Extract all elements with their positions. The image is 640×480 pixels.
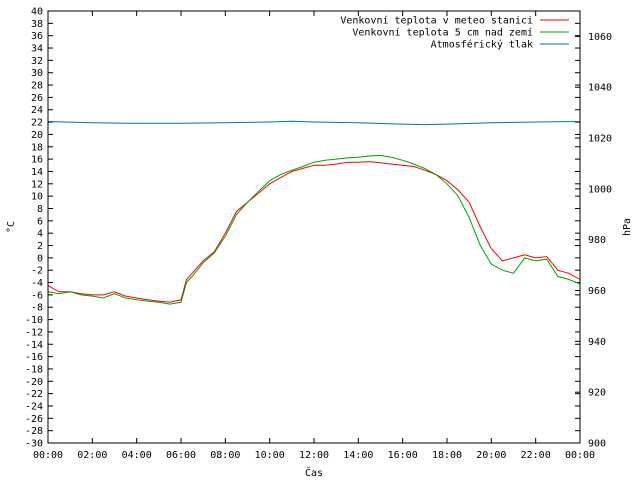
y-tick-label: -18 xyxy=(25,364,43,375)
y2-tick-label: 1020 xyxy=(588,134,612,145)
y-tick-label: 16 xyxy=(31,155,43,166)
x-tick-label: 12:00 xyxy=(299,450,329,461)
plot-frame xyxy=(47,10,581,444)
y2-tick-label: 940 xyxy=(588,337,606,348)
x-tick-label: 10:00 xyxy=(255,450,285,461)
series-line-2 xyxy=(47,120,581,126)
y-tick-label: 36 xyxy=(31,31,43,42)
y-tick-label: 10 xyxy=(31,192,43,203)
y-tick-label: -26 xyxy=(25,414,43,425)
x-axis-ticks: 00:00 02:00 04:00 06:00 08:00 10:00 12:00 14:00… xyxy=(33,11,595,461)
legend-label-2: Atmosférický tlak xyxy=(431,39,533,51)
y-tick-label: 24 xyxy=(31,105,43,116)
y2-tick-label: 1000 xyxy=(588,184,612,195)
y-tick-label: -20 xyxy=(25,377,43,388)
y-tick-label: 2 xyxy=(37,241,43,252)
x-tick-label: 00:00 xyxy=(565,450,595,461)
legend-label-1: Venkovní teplota 5 cm nad zemí xyxy=(352,27,533,39)
y2-tick-label: 900 xyxy=(588,439,606,450)
y-tick-label: -6 xyxy=(31,290,43,301)
y-tick-label: 4 xyxy=(37,229,43,240)
y-tick-label: -22 xyxy=(25,389,43,400)
y-tick-label: -8 xyxy=(31,303,43,314)
y-tick-label: -30 xyxy=(25,439,43,450)
x-tick-label: 04:00 xyxy=(122,450,152,461)
y-tick-label: 18 xyxy=(31,142,43,153)
y-axis-title: °C xyxy=(6,221,17,233)
y-tick-label: -28 xyxy=(25,426,43,437)
y-tick-label: 0 xyxy=(37,253,43,264)
y2-tick-label: 920 xyxy=(588,388,606,399)
y-tick-label: 32 xyxy=(31,56,43,67)
y-tick-label: 8 xyxy=(37,204,43,215)
y2-tick-label: 960 xyxy=(588,286,606,297)
y-tick-label: 20 xyxy=(31,130,43,141)
y-tick-label: 6 xyxy=(37,216,43,227)
x-tick-label: 02:00 xyxy=(77,450,107,461)
y2-tick-label: 980 xyxy=(588,235,606,246)
y2-axis-ticks: 900 920 940 960 980 1000 1020 1040 1060 xyxy=(575,32,612,450)
y2-tick-label: 1060 xyxy=(588,32,612,43)
x-tick-label: 00:00 xyxy=(33,450,63,461)
y2-tick-label: 1040 xyxy=(588,83,612,94)
x-tick-label: 08:00 xyxy=(210,450,240,461)
y-tick-label: 12 xyxy=(31,179,43,190)
y-tick-label: -14 xyxy=(25,340,43,351)
x-tick-label: 22:00 xyxy=(521,450,551,461)
series-line-0 xyxy=(47,161,581,303)
x-tick-label: 20:00 xyxy=(476,450,506,461)
series-layer xyxy=(47,120,581,305)
y-axis-ticks: -30-28-26-24-22-20-18-16-14-12-10-8-6-4-… xyxy=(25,7,580,450)
x-tick-label: 14:00 xyxy=(343,450,373,461)
x-tick-label: 18:00 xyxy=(432,450,462,461)
series-line-1 xyxy=(47,154,581,305)
y-tick-label: 28 xyxy=(31,81,43,92)
x-tick-label: 06:00 xyxy=(166,450,196,461)
y2-axis-title: hPa xyxy=(622,218,633,236)
y-tick-label: -4 xyxy=(31,278,43,289)
y-tick-label: 14 xyxy=(31,167,43,178)
y-tick-label: 38 xyxy=(31,19,43,30)
legend-label-0: Venkovní teplota v meteo stanici xyxy=(340,15,533,27)
y-tick-label: 22 xyxy=(31,118,43,129)
x-tick-label: 16:00 xyxy=(388,450,418,461)
y-tick-label: -24 xyxy=(25,401,43,412)
y-tick-label: -12 xyxy=(25,327,43,338)
y-tick-label: -10 xyxy=(25,315,43,326)
y-tick-label: 34 xyxy=(31,44,43,55)
y-tick-label: -16 xyxy=(25,352,43,363)
x-axis-title: Čas xyxy=(305,466,323,479)
y-tick-label: 26 xyxy=(31,93,43,104)
y-tick-label: 40 xyxy=(31,7,43,18)
y-tick-label: 30 xyxy=(31,68,43,79)
y-tick-label: -2 xyxy=(31,266,43,277)
legend: Venkovní teplota v meteo staniciVenkovní… xyxy=(340,15,569,51)
